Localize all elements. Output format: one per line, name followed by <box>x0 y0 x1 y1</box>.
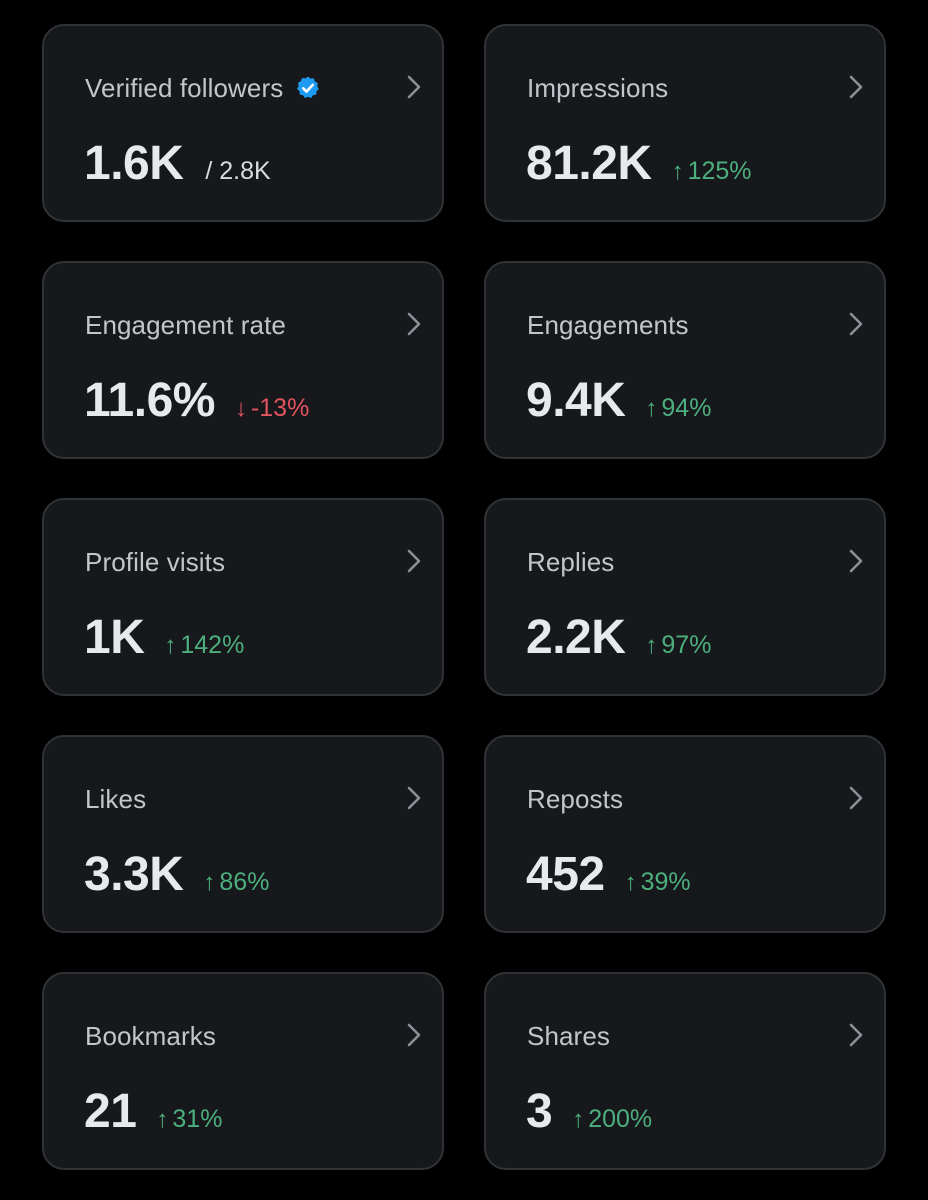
card-value-row: 21 ↑ 31% <box>84 1084 222 1140</box>
card-header: Engagement rate <box>85 308 286 342</box>
metric-value: 3 <box>526 1085 553 1138</box>
card-value-row: 81.2K ↑ 125% <box>526 136 752 192</box>
card-value-row: 2.2K ↑ 97% <box>526 610 711 666</box>
card-label: Replies <box>527 547 615 577</box>
card-value-row: 11.6% ↓ -13% <box>84 373 309 429</box>
metric-change: ↑ 86% <box>203 868 269 897</box>
metric-value: 2.2K <box>526 611 626 664</box>
card-likes[interactable]: Likes 3.3K ↑ 86% <box>42 735 444 933</box>
card-header: Shares <box>527 1019 610 1053</box>
verified-badge-icon <box>297 76 320 98</box>
chevron-right-icon <box>407 1023 421 1047</box>
arrow-up-icon: ↑ <box>572 1106 585 1133</box>
card-engagement-rate[interactable]: Engagement rate 11.6% ↓ -13% <box>42 261 444 459</box>
card-header: Engagements <box>527 308 689 342</box>
metric-change: ↑ 97% <box>645 631 711 660</box>
arrow-up-icon: ↑ <box>671 158 684 185</box>
metric-value: 21 <box>84 1085 137 1138</box>
metric-value: 11.6% <box>84 374 215 427</box>
card-header: Impressions <box>527 71 668 105</box>
chevron-right-icon <box>849 786 863 810</box>
card-label: Profile visits <box>85 547 226 577</box>
card-value-row: 3 ↑ 200% <box>526 1084 652 1140</box>
metric-change: ↓ -13% <box>235 394 309 423</box>
metric-change: ↑ 125% <box>672 157 752 186</box>
card-header: Profile visits <box>85 545 225 579</box>
chevron-right-icon <box>407 549 421 573</box>
metric-change: ↑ 200% <box>572 1105 652 1134</box>
card-label: Likes <box>85 784 147 814</box>
change-percent: -13% <box>250 394 310 422</box>
change-percent: 142% <box>180 631 245 659</box>
card-label: Shares <box>527 1021 610 1051</box>
card-engagements[interactable]: Engagements 9.4K ↑ 94% <box>484 261 886 459</box>
arrow-up-icon: ↑ <box>164 632 177 659</box>
arrow-up-icon: ↑ <box>624 869 637 896</box>
metric-value: 3.3K <box>84 848 184 901</box>
change-percent: 94% <box>661 394 712 422</box>
card-header: Replies <box>527 545 614 579</box>
change-percent: 86% <box>219 868 270 896</box>
change-percent: 200% <box>588 1105 653 1133</box>
chevron-right-icon <box>849 549 863 573</box>
metric-change: ↑ 94% <box>645 394 711 423</box>
card-header: Likes <box>85 782 146 816</box>
change-percent: 39% <box>640 868 691 896</box>
card-label: Impressions <box>527 73 669 103</box>
card-value-row: 9.4K ↑ 94% <box>526 373 711 429</box>
card-reposts[interactable]: Reposts 452 ↑ 39% <box>484 735 886 933</box>
metric-change: ↑ 39% <box>625 868 691 897</box>
change-percent: 97% <box>661 631 712 659</box>
chevron-right-icon <box>407 75 421 99</box>
arrow-up-icon: ↑ <box>645 395 658 422</box>
card-header: Reposts <box>527 782 623 816</box>
chevron-right-icon <box>849 1023 863 1047</box>
metric-value: 452 <box>526 848 605 901</box>
card-header: Bookmarks <box>85 1019 216 1053</box>
card-label: Engagement rate <box>85 310 286 340</box>
change-percent: 31% <box>172 1105 223 1133</box>
card-profile-visits[interactable]: Profile visits 1K ↑ 142% <box>42 498 444 696</box>
arrow-up-icon: ↑ <box>156 1106 169 1133</box>
chevron-right-icon <box>407 312 421 336</box>
card-replies[interactable]: Replies 2.2K ↑ 97% <box>484 498 886 696</box>
metric-value: 9.4K <box>526 374 626 427</box>
card-verified-followers[interactable]: Verified followers 1.6K / 2.8K <box>42 24 444 222</box>
card-impressions[interactable]: Impressions 81.2K ↑ 125% <box>484 24 886 222</box>
metric-value: 81.2K <box>526 137 652 190</box>
card-shares[interactable]: Shares 3 ↑ 200% <box>484 972 886 1170</box>
chevron-right-icon <box>849 312 863 336</box>
card-value-row: 3.3K ↑ 86% <box>84 847 269 903</box>
metric-value: 1K <box>84 611 145 664</box>
card-label: Bookmarks <box>85 1021 216 1051</box>
metric-change: ↑ 31% <box>156 1105 222 1134</box>
card-label: Engagements <box>527 310 689 340</box>
card-value-row: 452 ↑ 39% <box>526 847 691 903</box>
arrow-down-icon: ↓ <box>234 395 247 422</box>
chevron-right-icon <box>849 75 863 99</box>
change-percent: 125% <box>687 157 752 185</box>
metric-value: 1.6K <box>84 137 184 190</box>
card-header: Verified followers <box>85 71 321 105</box>
arrow-up-icon: ↑ <box>645 632 658 659</box>
arrow-up-icon: ↑ <box>203 869 216 896</box>
metric-change: ↑ 142% <box>164 631 244 660</box>
metric-total: / 2.8K <box>205 157 271 185</box>
card-value-row: 1.6K / 2.8K <box>84 136 271 192</box>
card-label: Verified followers <box>85 73 284 103</box>
card-value-row: 1K ↑ 142% <box>84 610 244 666</box>
chevron-right-icon <box>407 786 421 810</box>
card-label: Reposts <box>527 784 624 814</box>
metrics-grid: Verified followers 1.6K / 2.8K Impressio… <box>42 24 886 1170</box>
card-bookmarks[interactable]: Bookmarks 21 ↑ 31% <box>42 972 444 1170</box>
